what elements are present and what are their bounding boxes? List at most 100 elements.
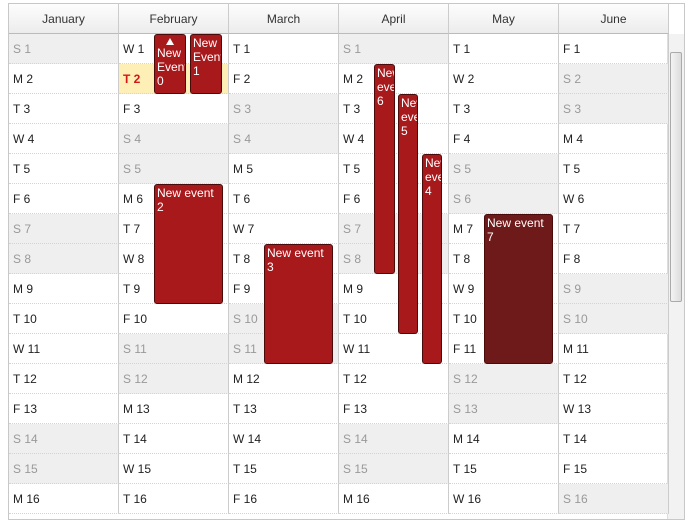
day-cell[interactable]: S 11: [119, 334, 229, 364]
day-cell[interactable]: M 2: [9, 64, 119, 94]
day-cell[interactable]: W 11: [9, 334, 119, 364]
event-label: New event 3: [267, 246, 324, 274]
day-cell[interactable]: M 14: [449, 424, 559, 454]
day-cell[interactable]: F 13: [9, 394, 119, 424]
day-cell[interactable]: W 7: [229, 214, 339, 244]
month-header: March: [229, 4, 339, 34]
day-cell[interactable]: T 6: [229, 184, 339, 214]
day-cell[interactable]: T 7: [559, 214, 669, 244]
day-cell[interactable]: T 10: [9, 304, 119, 334]
day-cell[interactable]: T 16: [119, 484, 229, 514]
month-header: May: [449, 4, 559, 34]
event[interactable]: New Event 1: [190, 34, 222, 94]
day-cell[interactable]: F 2: [229, 64, 339, 94]
day-cell[interactable]: S 3: [229, 94, 339, 124]
day-cell[interactable]: S 5: [449, 154, 559, 184]
day-cell[interactable]: T 10: [339, 304, 449, 334]
day-cell[interactable]: M 9: [9, 274, 119, 304]
day-cell[interactable]: F 13: [339, 394, 449, 424]
day-cell[interactable]: S 14: [339, 424, 449, 454]
day-cell[interactable]: F 1: [559, 34, 669, 64]
day-cell[interactable]: T 3: [9, 94, 119, 124]
day-cell[interactable]: F 6: [9, 184, 119, 214]
day-cell[interactable]: S 4: [119, 124, 229, 154]
day-cell[interactable]: M 13: [119, 394, 229, 424]
scrollbar[interactable]: [667, 34, 684, 519]
month-header: April: [339, 4, 449, 34]
event[interactable]: New event 4: [422, 154, 442, 364]
day-cell[interactable]: F 10: [119, 304, 229, 334]
day-cell[interactable]: S 1: [9, 34, 119, 64]
day-cell[interactable]: S 4: [229, 124, 339, 154]
event[interactable]: New event 2: [154, 184, 223, 304]
day-cell[interactable]: W 16: [449, 484, 559, 514]
event-label: New Event 0: [157, 46, 186, 88]
day-cell[interactable]: T 1: [229, 34, 339, 64]
day-cell[interactable]: T 14: [119, 424, 229, 454]
day-cell[interactable]: M 11: [559, 334, 669, 364]
day-cell[interactable]: F 8: [559, 244, 669, 274]
event[interactable]: New event 7: [484, 214, 553, 364]
day-cell[interactable]: S 7: [9, 214, 119, 244]
event[interactable]: New event 5: [398, 94, 418, 334]
day-cell[interactable]: W 11: [339, 334, 449, 364]
event-label: New event 2: [157, 186, 214, 214]
day-cell[interactable]: S 8: [9, 244, 119, 274]
day-cell[interactable]: S 16: [559, 484, 669, 514]
day-cell[interactable]: W 13: [559, 394, 669, 424]
day-cell[interactable]: S 13: [449, 394, 559, 424]
day-cell[interactable]: T 5: [559, 154, 669, 184]
day-cell[interactable]: M 16: [339, 484, 449, 514]
day-cell[interactable]: F 3: [119, 94, 229, 124]
day-cell[interactable]: T 15: [229, 454, 339, 484]
event-label: New event 6: [377, 66, 394, 108]
day-cell[interactable]: S 12: [119, 364, 229, 394]
day-cell[interactable]: M 5: [229, 154, 339, 184]
day-cell[interactable]: T 12: [9, 364, 119, 394]
day-cell[interactable]: T 1: [449, 34, 559, 64]
day-cell[interactable]: S 6: [449, 184, 559, 214]
event-label: New event 7: [487, 216, 544, 244]
month-header: June: [559, 4, 669, 34]
day-cell[interactable]: T 12: [339, 364, 449, 394]
day-cell[interactable]: T 5: [9, 154, 119, 184]
day-cell[interactable]: S 3: [559, 94, 669, 124]
day-cell[interactable]: S 15: [339, 454, 449, 484]
day-cell[interactable]: T 13: [229, 394, 339, 424]
day-cell[interactable]: M 9: [339, 274, 449, 304]
day-cell[interactable]: S 5: [119, 154, 229, 184]
day-cell[interactable]: F 15: [559, 454, 669, 484]
day-cell[interactable]: M 16: [9, 484, 119, 514]
day-cell[interactable]: W 6: [559, 184, 669, 214]
day-cell[interactable]: S 1: [339, 34, 449, 64]
scroll-thumb[interactable]: [670, 52, 682, 302]
day-cell[interactable]: T 15: [449, 454, 559, 484]
day-cell[interactable]: M 12: [229, 364, 339, 394]
day-cell[interactable]: W 14: [229, 424, 339, 454]
day-cell[interactable]: S 2: [559, 64, 669, 94]
day-cell[interactable]: M 4: [559, 124, 669, 154]
month-header: January: [9, 4, 119, 34]
day-cell[interactable]: W 15: [119, 454, 229, 484]
event-label: New Event 1: [193, 36, 222, 78]
day-cell[interactable]: F 16: [229, 484, 339, 514]
day-cell[interactable]: W 2: [449, 64, 559, 94]
day-cell[interactable]: W 4: [9, 124, 119, 154]
day-cell[interactable]: F 4: [449, 124, 559, 154]
day-cell[interactable]: S 15: [9, 454, 119, 484]
day-cell[interactable]: T 12: [559, 364, 669, 394]
day-cell[interactable]: S 14: [9, 424, 119, 454]
day-cell[interactable]: T 3: [449, 94, 559, 124]
day-cell[interactable]: S 9: [559, 274, 669, 304]
month-header: February: [119, 4, 229, 34]
event[interactable]: New event 3: [264, 244, 333, 364]
day-cell[interactable]: S 10: [559, 304, 669, 334]
event[interactable]: New Event 0: [154, 34, 186, 94]
day-cell[interactable]: T 14: [559, 424, 669, 454]
day-cell[interactable]: S 12: [449, 364, 559, 394]
event-label: New event 5: [401, 96, 417, 138]
resize-arrow[interactable]: [166, 38, 174, 45]
event[interactable]: New event 6: [374, 64, 395, 274]
